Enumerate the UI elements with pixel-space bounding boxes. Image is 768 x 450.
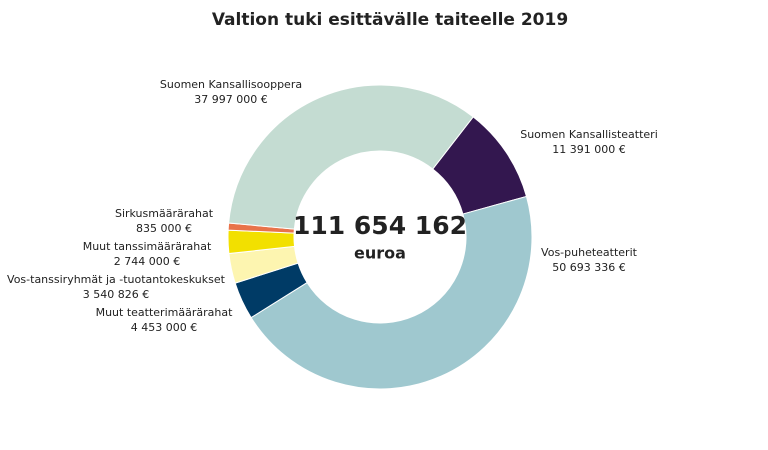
value-label: 37 997 000 € [194, 93, 267, 106]
chart-title: Valtion tuki esittävälle taiteelle 2019 [212, 10, 568, 30]
value-label: 2 744 000 € [114, 255, 180, 268]
center-total: 111 654 162 [293, 211, 467, 240]
value-label: 50 693 336 € [552, 261, 625, 274]
donut-slice [250, 195, 533, 390]
slice-label: Suomen Kansallisteatteri [520, 128, 658, 141]
center-unit: euroa [354, 244, 406, 263]
slice-label: Muut teatterimäärärahat [96, 306, 233, 319]
value-label: 4 453 000 € [131, 321, 197, 334]
value-label: 835 000 € [136, 222, 192, 235]
slice-label: Muut tanssimäärärahat [83, 240, 212, 253]
slice-label: Vos-puheteatterit [541, 246, 638, 259]
donut-slice [228, 84, 474, 230]
slice-label: Suomen Kansallisooppera [160, 78, 302, 91]
slice-label: Sirkusmäärärahat [115, 207, 214, 220]
value-label: 3 540 826 € [83, 288, 149, 301]
slice-label: Vos-tanssiryhmät ja -tuotantokeskukset [7, 273, 226, 286]
value-label: 11 391 000 € [552, 143, 625, 156]
